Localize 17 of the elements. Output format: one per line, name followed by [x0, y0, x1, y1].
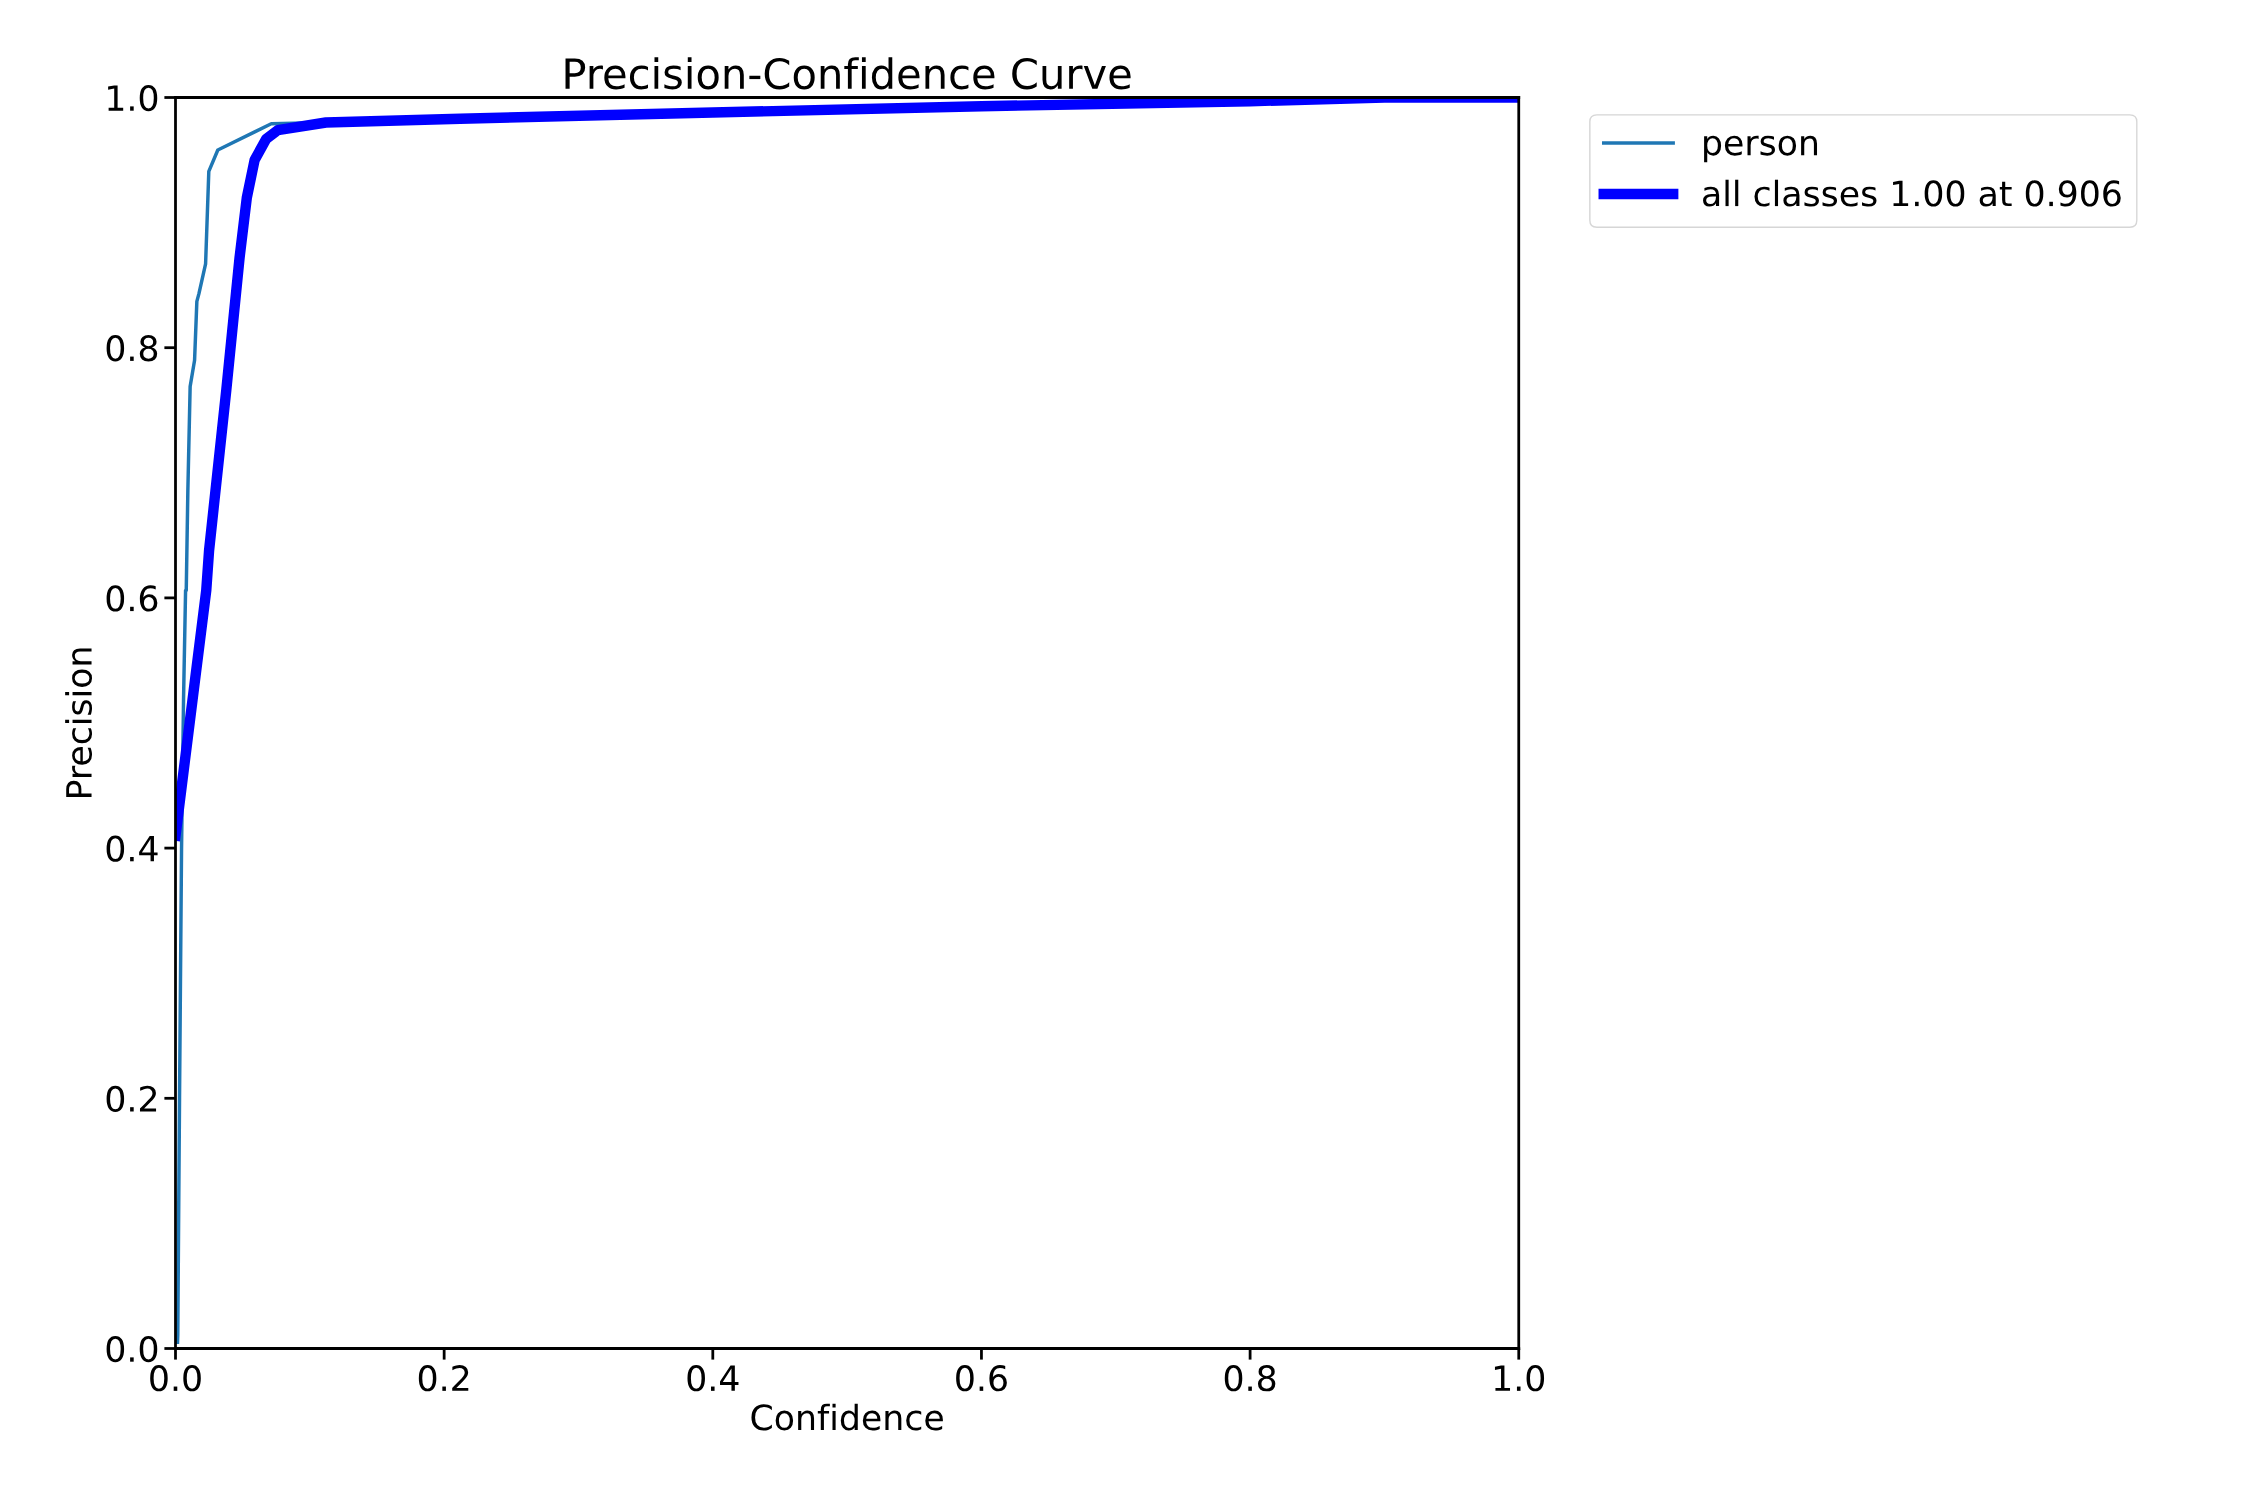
- x-tick-label: 0.2: [418, 1365, 469, 1392]
- y-tick-label: 0.6: [106, 585, 158, 612]
- y-tick-label: 0.0: [106, 1335, 158, 1363]
- x-axis-title: Confidence: [751, 1403, 943, 1431]
- x-tick-label: 0.4: [687, 1365, 739, 1392]
- x-tick-label: 0.8: [1224, 1365, 1276, 1392]
- y-axis-title: Precision: [65, 648, 93, 798]
- y-tick-label: 0.4: [106, 835, 158, 862]
- x-tick-label: 0.0: [150, 1365, 201, 1392]
- x-tick-label: 1.0: [1494, 1365, 1545, 1392]
- x-tick-label: 0.6: [956, 1365, 1007, 1392]
- y-tick-label: 0.8: [106, 335, 158, 362]
- legend-label: all classes 1.00 at 0.906: [1703, 179, 2121, 207]
- legend-label: person: [1704, 135, 1818, 163]
- y-tick-label: 1.0: [108, 84, 158, 112]
- chart-title: Precision-Confidence Curve: [565, 57, 1131, 90]
- y-tick-label: 0.2: [106, 1085, 157, 1112]
